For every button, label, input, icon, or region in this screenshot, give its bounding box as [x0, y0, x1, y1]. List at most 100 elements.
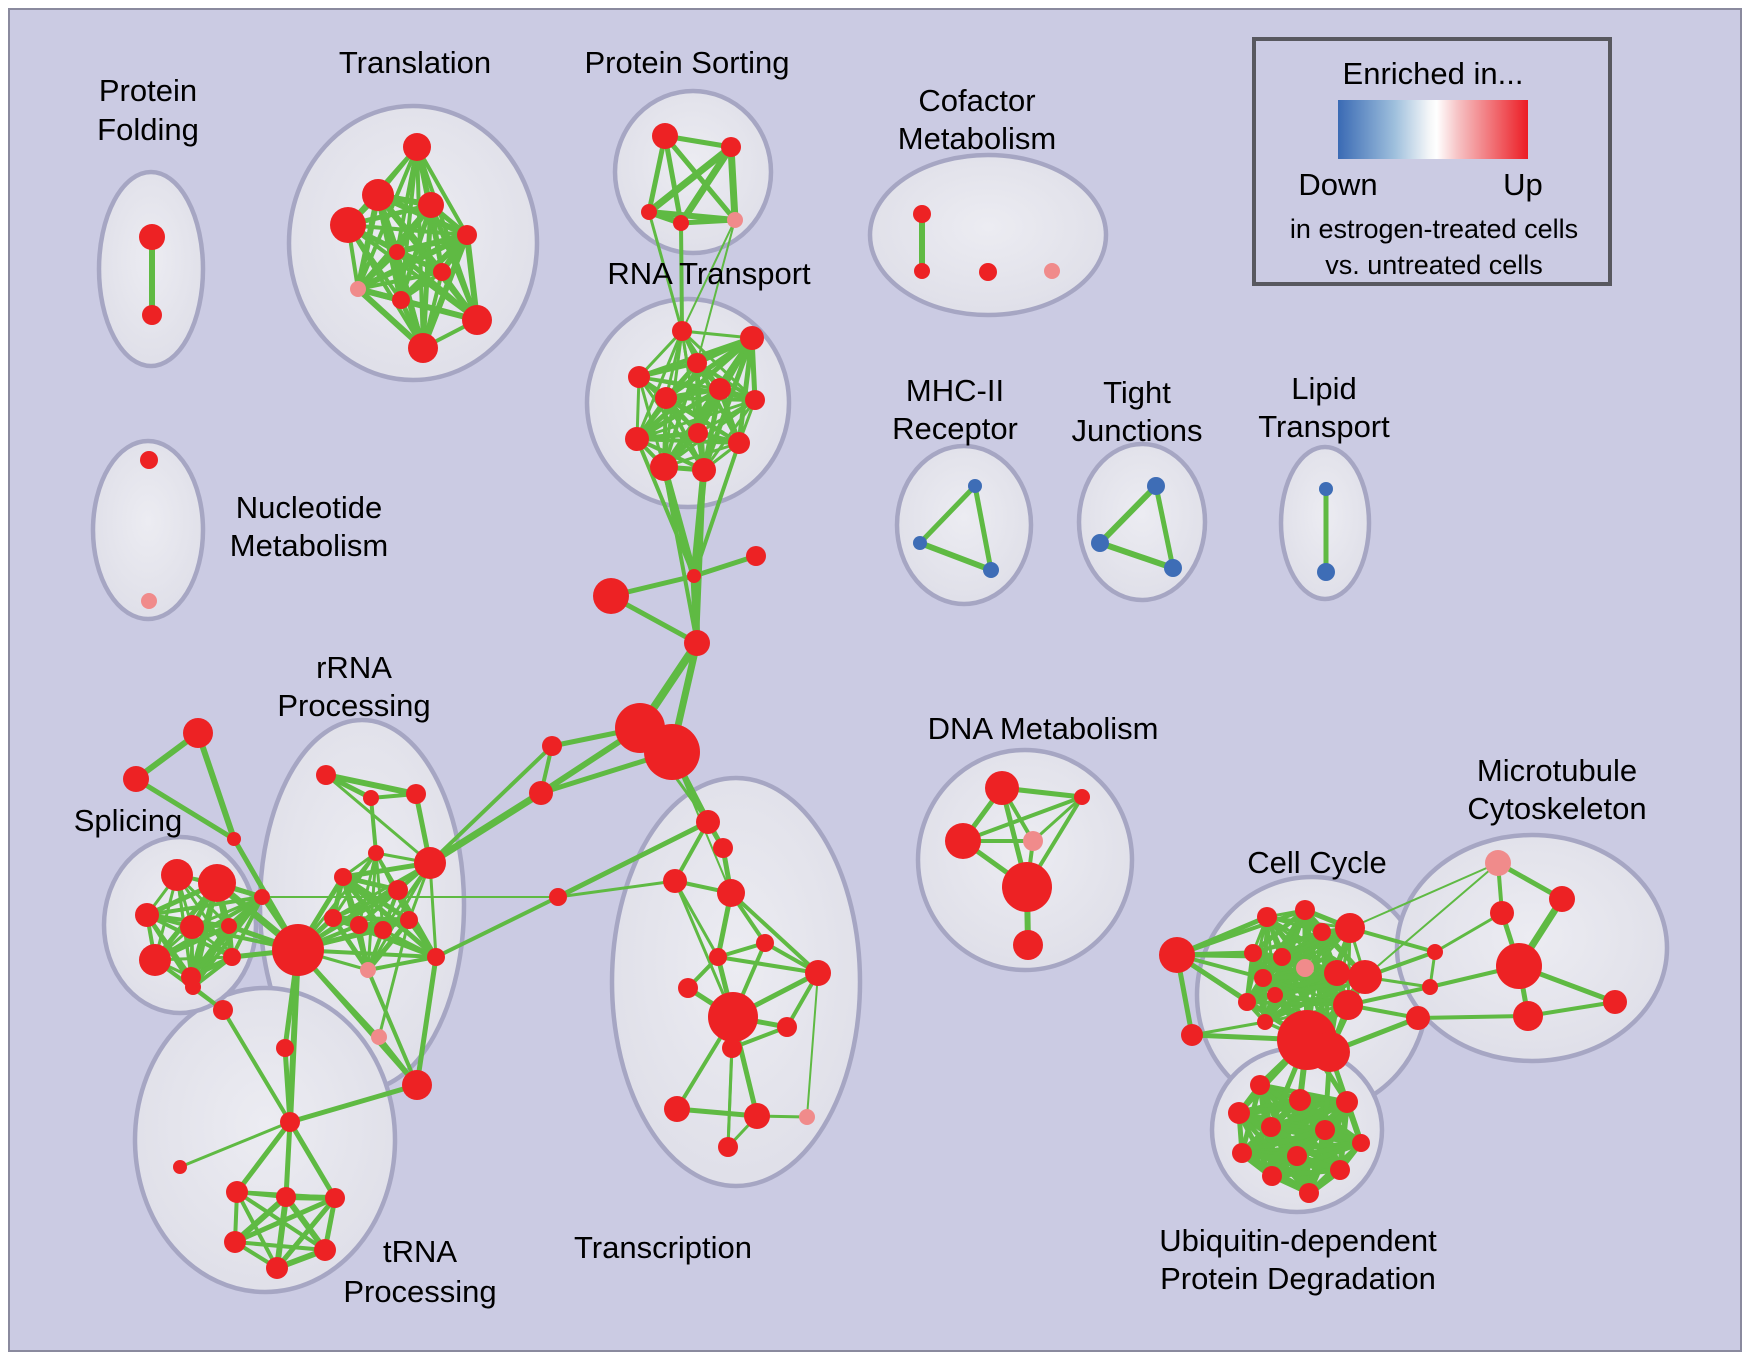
- node-tr5-red: [756, 934, 774, 952]
- node-d4-red: [1002, 862, 1052, 912]
- edge-r5-r6: [664, 396, 757, 402]
- nucleotide-metabolism-ellipse: [90, 438, 206, 622]
- node-mt1-red: [1549, 886, 1575, 912]
- protein-folding-label: Protein Folding: [97, 73, 199, 147]
- node-ub5-red: [1261, 1117, 1281, 1137]
- node-tr7-red: [678, 978, 698, 998]
- node-mt3-red: [1496, 943, 1542, 989]
- node-tri2-red: [227, 832, 241, 846]
- node-ub6-red: [1315, 1120, 1335, 1140]
- edge-tri1-tri2: [133, 776, 237, 842]
- node-tr2-red: [663, 869, 687, 893]
- node-mt4-red: [1427, 944, 1443, 960]
- transcription-label: Transcription: [574, 1230, 752, 1265]
- node-cc11-red: [1254, 969, 1272, 987]
- node-ub8-red: [1232, 1143, 1252, 1163]
- node-ub9-red: [1287, 1146, 1307, 1166]
- node-t10-red: [408, 333, 438, 363]
- edge-mt0-cc10: [1364, 862, 1499, 978]
- node-cc8-pink: [1296, 959, 1314, 977]
- edge-r3-r11: [637, 375, 706, 472]
- node-u4-red: [325, 1188, 345, 1208]
- node-r9-red: [728, 432, 750, 454]
- node-mt6-red: [1513, 1001, 1543, 1031]
- node-lt0-blue: [1319, 482, 1333, 496]
- node-cc2-red: [1257, 907, 1277, 927]
- node-t2-red: [418, 192, 444, 218]
- tight-junctions-ellipse: [1076, 441, 1208, 603]
- node-q4-red: [334, 868, 352, 886]
- node-ub1-red: [1250, 1075, 1270, 1095]
- node-q3-red: [368, 845, 384, 861]
- edge-u4-u5: [232, 1195, 338, 1245]
- splicing-label: Splicing: [74, 803, 183, 838]
- edge-ps3-r0: [679, 221, 684, 333]
- node-m0-red: [542, 736, 562, 756]
- node-m1-red: [529, 781, 553, 805]
- node-ub12-red: [1299, 1183, 1319, 1203]
- node-tr6-red: [805, 960, 831, 986]
- node-lt1-blue: [1317, 563, 1335, 581]
- rrna-processing-label: rRNA Processing: [277, 650, 430, 723]
- edge-m2-tr2: [556, 879, 677, 899]
- node-c0-red: [913, 205, 931, 223]
- node-r2-red: [687, 353, 707, 373]
- node-tr9-red: [777, 1017, 797, 1037]
- node-r1-red: [740, 326, 764, 350]
- node-r10-red: [650, 453, 678, 481]
- node-cc10-red: [1348, 960, 1382, 994]
- node-tr3-red: [717, 879, 745, 907]
- tight-junctions-label: Tight Junctions: [1072, 375, 1203, 448]
- cell-cycle-label: Cell Cycle: [1247, 845, 1387, 880]
- legend-title: Enriched in...: [1343, 56, 1524, 91]
- edge-r0-r8: [635, 329, 684, 441]
- node-t5-red: [389, 244, 405, 260]
- edge-t5-t7: [355, 249, 400, 292]
- node-d1-red: [1074, 789, 1090, 805]
- node-q5-red: [388, 880, 408, 900]
- edge-q0-q6: [324, 773, 432, 865]
- legend-caption-line-1: in estrogen-treated cells: [1290, 214, 1578, 244]
- edge-q1-q3: [369, 796, 378, 855]
- node-s1-red: [198, 864, 236, 902]
- node-tr14-red: [718, 1137, 738, 1157]
- node-c2-red: [979, 263, 997, 281]
- node-r5-red: [655, 387, 677, 409]
- trna-processing-label: tRNA Processing: [343, 1234, 496, 1309]
- edge-r3-r10: [637, 375, 666, 469]
- node-q6-red: [414, 847, 446, 879]
- edge-t3-t10: [346, 223, 425, 350]
- node-q0-red: [316, 765, 336, 785]
- edge-u0-q13: [287, 947, 301, 1125]
- edge-ps1-ps3: [677, 143, 735, 227]
- edge-ps0-ps3: [662, 133, 684, 226]
- edge-r10-k3: [662, 465, 699, 645]
- rna-transport-label: RNA Transport: [607, 256, 811, 291]
- node-cc17-red: [1310, 1032, 1350, 1072]
- node-cc7-red: [1273, 948, 1291, 966]
- node-ps0-red: [652, 123, 678, 149]
- node-q11-red: [427, 948, 445, 966]
- cluster-labels: Translation Protein Folding Protein Sorting…: [74, 45, 1647, 1309]
- edge-u3-u7: [274, 1194, 289, 1271]
- node-cc15-red: [1333, 990, 1363, 1020]
- edge-tr4-tr6: [716, 955, 820, 975]
- protein-sorting-label: Protein Sorting: [584, 45, 789, 80]
- translation-label: Translation: [339, 45, 491, 80]
- node-cc9-red: [1324, 960, 1350, 986]
- node-cc0-red: [1159, 937, 1195, 973]
- edge-m1-q6: [426, 789, 545, 867]
- node-q15-red: [276, 1039, 294, 1057]
- node-t7-pink: [350, 281, 366, 297]
- edge-t6-t7: [356, 270, 444, 291]
- node-q12-pink: [360, 962, 376, 978]
- edge-mt0-cc5: [1349, 862, 1499, 929]
- edge-cc13-cc15: [1245, 1000, 1350, 1007]
- edge-tj1-tj2: [1097, 540, 1176, 571]
- nucleotide-metabolism-label: Nucleotide Metabolism: [230, 490, 389, 563]
- node-cc14-red: [1257, 1014, 1273, 1030]
- legend-caption-line-2: vs. untreated cells: [1325, 250, 1543, 280]
- edge-cc1-cc14: [1190, 1020, 1267, 1037]
- node-ps2-red: [641, 204, 657, 220]
